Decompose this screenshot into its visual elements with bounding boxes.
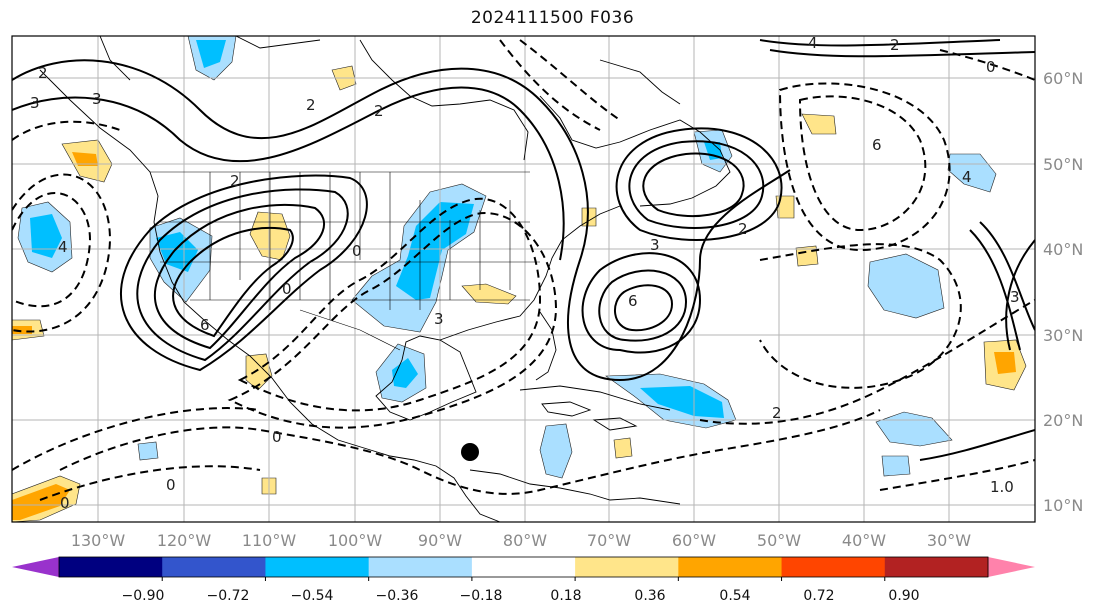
colorbar-bin [265, 557, 370, 577]
colorbar-outline [58, 556, 989, 578]
lon-label: 50°W [757, 531, 801, 550]
colorbar-bins [59, 557, 989, 577]
colorbar-tick-label: 0.90 [888, 588, 919, 604]
colorbar-tick-label: 0.36 [634, 588, 665, 604]
colorbar-bin [884, 557, 989, 577]
lon-label: 70°W [587, 531, 631, 550]
colorbar-bin [59, 557, 163, 577]
contour-label: 0 [352, 242, 362, 260]
contour-label: 4 [962, 168, 972, 186]
shade-blue [30, 214, 62, 258]
dashed-contours [12, 39, 1035, 501]
colorbar-labels: −0.90 −0.72 −0.54 −0.36 −0.18 0.18 0.36 … [122, 588, 920, 604]
colorbar-tick-label: −0.36 [376, 588, 419, 604]
shade-blue [396, 202, 474, 300]
lon-label: 120°W [157, 531, 212, 550]
colorbar-bin [678, 557, 783, 577]
shading-layer [12, 36, 1027, 522]
lon-label: 90°W [418, 531, 462, 550]
longitude-labels: 130°W 120°W 110°W 100°W 90°W 80°W 70°W 6… [71, 531, 971, 550]
shade-blue [392, 358, 418, 388]
contour-label: 6 [628, 292, 638, 310]
storm-center-dot [461, 443, 479, 461]
colorbar-bin [781, 557, 886, 577]
contour-label: 4 [58, 238, 68, 256]
lat-label: 50°N [1043, 155, 1083, 174]
shade-blue [640, 386, 724, 418]
shade-orange [994, 352, 1016, 374]
contour-label: 2 [38, 64, 48, 82]
contour-label: 3 [30, 94, 40, 112]
map-content: 2 3 3 2 2 4 6 6 0 3 6 2 4 0 2 1.0 0 0 0 … [12, 34, 1035, 522]
colorbar-extend-low [12, 557, 59, 577]
contour-label: 2 [230, 172, 240, 190]
shade-orange [72, 152, 98, 166]
colorbar-bin [368, 557, 473, 577]
shade-orange [12, 484, 70, 520]
lon-label: 40°W [842, 531, 886, 550]
map-frame [11, 35, 1036, 523]
lat-label: 40°N [1043, 240, 1083, 259]
shade-yellow [801, 113, 837, 135]
contour-label: 0 [60, 494, 70, 512]
contour-labels: 2 3 3 2 2 4 6 6 0 3 6 2 4 0 2 1.0 0 0 0 … [30, 34, 1020, 512]
colorbar-bin [471, 557, 576, 577]
colorbar-ticks [161, 577, 886, 581]
lon-label: 130°W [71, 531, 126, 550]
lon-label: 60°W [672, 531, 716, 550]
colorbar-tick-label: 0.18 [550, 588, 581, 604]
contour-label: 3 [650, 236, 660, 254]
lon-label: 110°W [242, 531, 297, 550]
graticule [12, 36, 1035, 522]
contour-label: 2 [306, 96, 316, 114]
lon-label: 80°W [503, 531, 547, 550]
lat-label: 60°N [1043, 69, 1083, 88]
lon-label: 100°W [328, 531, 383, 550]
colorbar-bin [162, 557, 266, 577]
shade-blue [137, 441, 159, 461]
shade-yellow [613, 437, 633, 459]
colorbar-tick-label: −0.90 [122, 588, 165, 604]
political-borders [150, 171, 540, 351]
contour-label: 3 [1010, 288, 1020, 306]
colorbar-tick-label: −0.54 [291, 588, 334, 604]
contour-label: 3 [92, 90, 102, 108]
shade-blue [539, 423, 573, 479]
colorbar-tick-label: −0.72 [207, 588, 250, 604]
contour-label: 0 [166, 476, 176, 494]
contour-label: 4 [808, 34, 818, 52]
contour-label: 0 [282, 280, 292, 298]
contour-label: 2 [772, 404, 782, 422]
contour-label: 6 [872, 136, 882, 154]
shade-blue [881, 455, 911, 477]
colorbar-tick-label: −0.18 [460, 588, 503, 604]
colorbar-bin [575, 557, 679, 577]
lat-label: 20°N [1043, 411, 1083, 430]
colorbar: −0.90 −0.72 −0.54 −0.36 −0.18 0.18 0.36 … [12, 556, 1035, 604]
contour-label: 6 [200, 316, 210, 334]
contour-label: 0 [272, 428, 282, 446]
contour-label: 2 [738, 220, 748, 238]
lat-label: 10°N [1043, 496, 1083, 515]
contour-label: 1.0 [990, 478, 1014, 496]
shade-yellow [581, 207, 597, 227]
colorbar-tick-label: 0.54 [719, 588, 750, 604]
shade-blue [867, 253, 945, 319]
contour-label: 3 [434, 310, 444, 328]
colorbar-tick-label: 0.72 [803, 588, 834, 604]
solid-contours [12, 39, 1035, 461]
shade-blue [196, 40, 226, 68]
map-title: 2024111500 F036 [470, 8, 635, 28]
contour-label: 2 [890, 36, 900, 54]
lon-label: 30°W [927, 531, 971, 550]
contour-label: 2 [374, 102, 384, 120]
contour-label: 0 [986, 58, 996, 76]
colorbar-extend-high [988, 557, 1035, 577]
latitude-labels: 60°N 50°N 40°N 30°N 20°N 10°N [1043, 69, 1083, 515]
lat-label: 30°N [1043, 326, 1083, 345]
